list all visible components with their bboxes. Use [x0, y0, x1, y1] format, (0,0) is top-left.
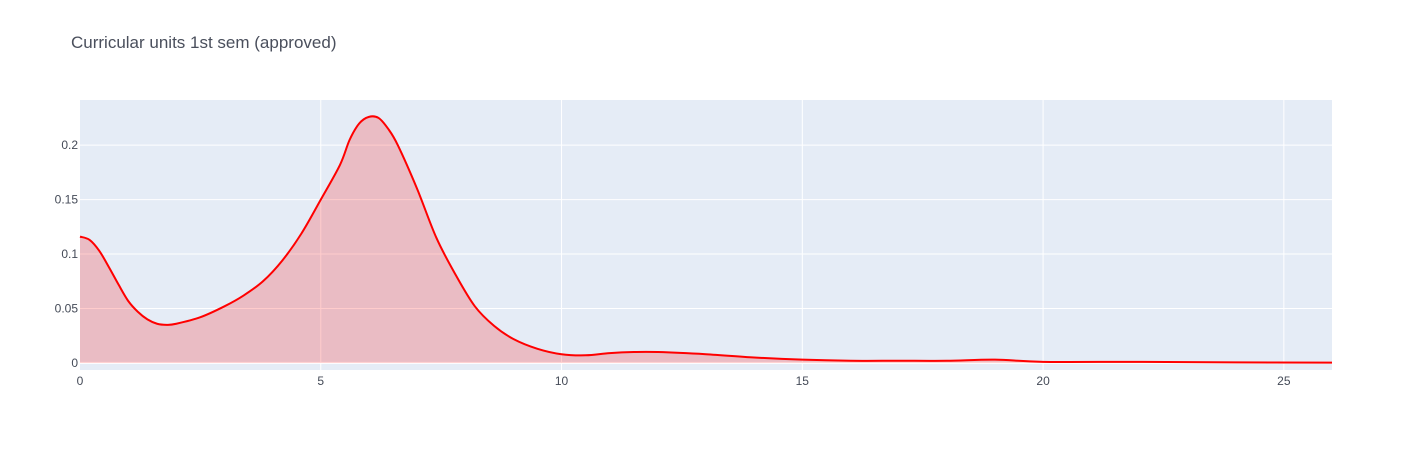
chart-title: Curricular units 1st sem (approved)	[71, 33, 337, 52]
density-line	[79, 115, 1333, 364]
y-tick-label: 0.15	[55, 193, 79, 207]
density-area-fill	[80, 116, 1332, 363]
y-axis-ticks: 0 0.05 0.1 0.15 0.2	[55, 138, 79, 370]
x-tick-label: 20	[1036, 374, 1050, 388]
x-tick-label: 10	[555, 374, 569, 388]
x-tick-label: 15	[796, 374, 810, 388]
y-tick-label: 0	[71, 356, 78, 370]
x-tick-label: 0	[77, 374, 84, 388]
y-tick-label: 0.05	[55, 301, 79, 315]
x-axis-ticks: 0 5 10 15 20 25	[77, 374, 1291, 388]
y-tick-label: 0.2	[61, 138, 78, 152]
y-tick-label: 0.1	[61, 247, 78, 261]
x-tick-label: 5	[317, 374, 324, 388]
y-gridlines	[80, 144, 1332, 364]
x-tick-label: 25	[1277, 374, 1291, 388]
